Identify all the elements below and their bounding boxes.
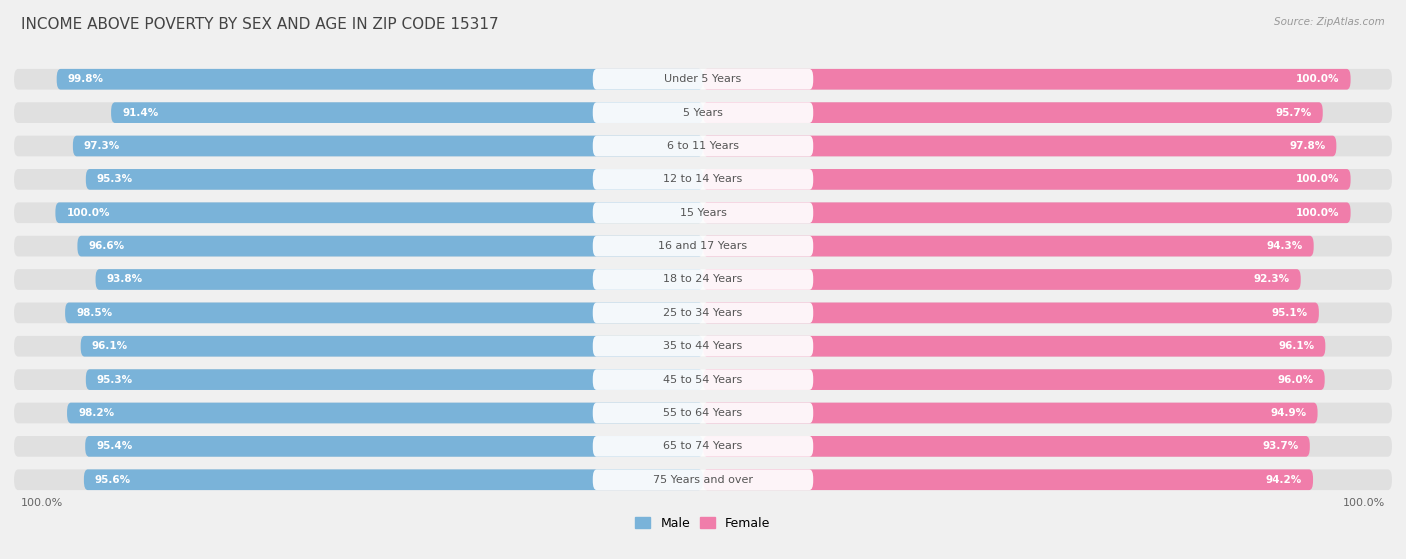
FancyBboxPatch shape <box>14 402 1392 423</box>
Text: 12 to 14 Years: 12 to 14 Years <box>664 174 742 184</box>
FancyBboxPatch shape <box>80 336 703 357</box>
Text: 95.3%: 95.3% <box>97 375 134 385</box>
FancyBboxPatch shape <box>703 436 1310 457</box>
Text: 6 to 11 Years: 6 to 11 Years <box>666 141 740 151</box>
Text: Under 5 Years: Under 5 Years <box>665 74 741 84</box>
FancyBboxPatch shape <box>14 102 1392 123</box>
Text: 95.7%: 95.7% <box>1275 108 1312 117</box>
FancyBboxPatch shape <box>56 69 703 89</box>
FancyBboxPatch shape <box>703 470 1313 490</box>
FancyBboxPatch shape <box>703 269 1301 290</box>
FancyBboxPatch shape <box>703 236 1313 257</box>
FancyBboxPatch shape <box>14 302 1392 323</box>
FancyBboxPatch shape <box>86 369 703 390</box>
Text: 92.3%: 92.3% <box>1254 274 1289 285</box>
FancyBboxPatch shape <box>65 302 703 323</box>
FancyBboxPatch shape <box>703 369 1324 390</box>
Text: 94.2%: 94.2% <box>1265 475 1302 485</box>
FancyBboxPatch shape <box>703 169 1351 190</box>
FancyBboxPatch shape <box>111 102 703 123</box>
Text: 45 to 54 Years: 45 to 54 Years <box>664 375 742 385</box>
Text: 95.4%: 95.4% <box>96 442 132 451</box>
Text: 94.3%: 94.3% <box>1267 241 1303 251</box>
Text: 100.0%: 100.0% <box>1296 74 1340 84</box>
Legend: Male, Female: Male, Female <box>630 512 776 535</box>
FancyBboxPatch shape <box>14 336 1392 357</box>
FancyBboxPatch shape <box>703 402 1317 423</box>
Text: 100.0%: 100.0% <box>1343 498 1385 508</box>
FancyBboxPatch shape <box>593 302 813 323</box>
FancyBboxPatch shape <box>593 236 813 257</box>
FancyBboxPatch shape <box>96 269 703 290</box>
FancyBboxPatch shape <box>593 269 813 290</box>
FancyBboxPatch shape <box>73 136 703 157</box>
Text: 95.1%: 95.1% <box>1271 308 1308 318</box>
Text: 35 to 44 Years: 35 to 44 Years <box>664 341 742 351</box>
Text: 100.0%: 100.0% <box>1296 208 1340 218</box>
FancyBboxPatch shape <box>14 269 1392 290</box>
Text: 99.8%: 99.8% <box>67 74 104 84</box>
FancyBboxPatch shape <box>593 369 813 390</box>
Text: 75 Years and over: 75 Years and over <box>652 475 754 485</box>
Text: Source: ZipAtlas.com: Source: ZipAtlas.com <box>1274 17 1385 27</box>
FancyBboxPatch shape <box>703 336 1326 357</box>
Text: 98.2%: 98.2% <box>79 408 114 418</box>
Text: 96.1%: 96.1% <box>91 341 128 351</box>
Text: 5 Years: 5 Years <box>683 108 723 117</box>
Text: 96.1%: 96.1% <box>1278 341 1315 351</box>
FancyBboxPatch shape <box>14 436 1392 457</box>
FancyBboxPatch shape <box>14 169 1392 190</box>
Text: 55 to 64 Years: 55 to 64 Years <box>664 408 742 418</box>
FancyBboxPatch shape <box>593 402 813 423</box>
Text: 94.9%: 94.9% <box>1271 408 1306 418</box>
FancyBboxPatch shape <box>55 202 703 223</box>
Text: 96.6%: 96.6% <box>89 241 125 251</box>
Text: 97.8%: 97.8% <box>1289 141 1326 151</box>
Text: 100.0%: 100.0% <box>66 208 110 218</box>
Text: 100.0%: 100.0% <box>1296 174 1340 184</box>
FancyBboxPatch shape <box>703 202 1351 223</box>
FancyBboxPatch shape <box>703 102 1323 123</box>
Text: 15 Years: 15 Years <box>679 208 727 218</box>
Text: 98.5%: 98.5% <box>76 308 112 318</box>
FancyBboxPatch shape <box>67 402 703 423</box>
FancyBboxPatch shape <box>14 202 1392 223</box>
Text: 65 to 74 Years: 65 to 74 Years <box>664 442 742 451</box>
Text: 91.4%: 91.4% <box>122 108 159 117</box>
FancyBboxPatch shape <box>86 436 703 457</box>
Text: 97.3%: 97.3% <box>84 141 120 151</box>
Text: 18 to 24 Years: 18 to 24 Years <box>664 274 742 285</box>
FancyBboxPatch shape <box>593 202 813 223</box>
Text: 100.0%: 100.0% <box>21 498 63 508</box>
FancyBboxPatch shape <box>14 236 1392 257</box>
Text: 25 to 34 Years: 25 to 34 Years <box>664 308 742 318</box>
Text: 96.0%: 96.0% <box>1278 375 1313 385</box>
FancyBboxPatch shape <box>703 69 1351 89</box>
FancyBboxPatch shape <box>593 169 813 190</box>
FancyBboxPatch shape <box>593 336 813 357</box>
FancyBboxPatch shape <box>14 369 1392 390</box>
FancyBboxPatch shape <box>14 69 1392 89</box>
Text: 95.3%: 95.3% <box>97 174 134 184</box>
FancyBboxPatch shape <box>593 470 813 490</box>
FancyBboxPatch shape <box>703 302 1319 323</box>
FancyBboxPatch shape <box>14 136 1392 157</box>
FancyBboxPatch shape <box>86 169 703 190</box>
Text: 95.6%: 95.6% <box>96 475 131 485</box>
Text: 93.7%: 93.7% <box>1263 442 1299 451</box>
FancyBboxPatch shape <box>593 136 813 157</box>
Text: 93.8%: 93.8% <box>107 274 142 285</box>
FancyBboxPatch shape <box>593 436 813 457</box>
FancyBboxPatch shape <box>77 236 703 257</box>
FancyBboxPatch shape <box>14 470 1392 490</box>
Text: INCOME ABOVE POVERTY BY SEX AND AGE IN ZIP CODE 15317: INCOME ABOVE POVERTY BY SEX AND AGE IN Z… <box>21 17 499 32</box>
FancyBboxPatch shape <box>593 102 813 123</box>
FancyBboxPatch shape <box>84 470 703 490</box>
FancyBboxPatch shape <box>593 69 813 89</box>
Text: 16 and 17 Years: 16 and 17 Years <box>658 241 748 251</box>
FancyBboxPatch shape <box>703 136 1336 157</box>
